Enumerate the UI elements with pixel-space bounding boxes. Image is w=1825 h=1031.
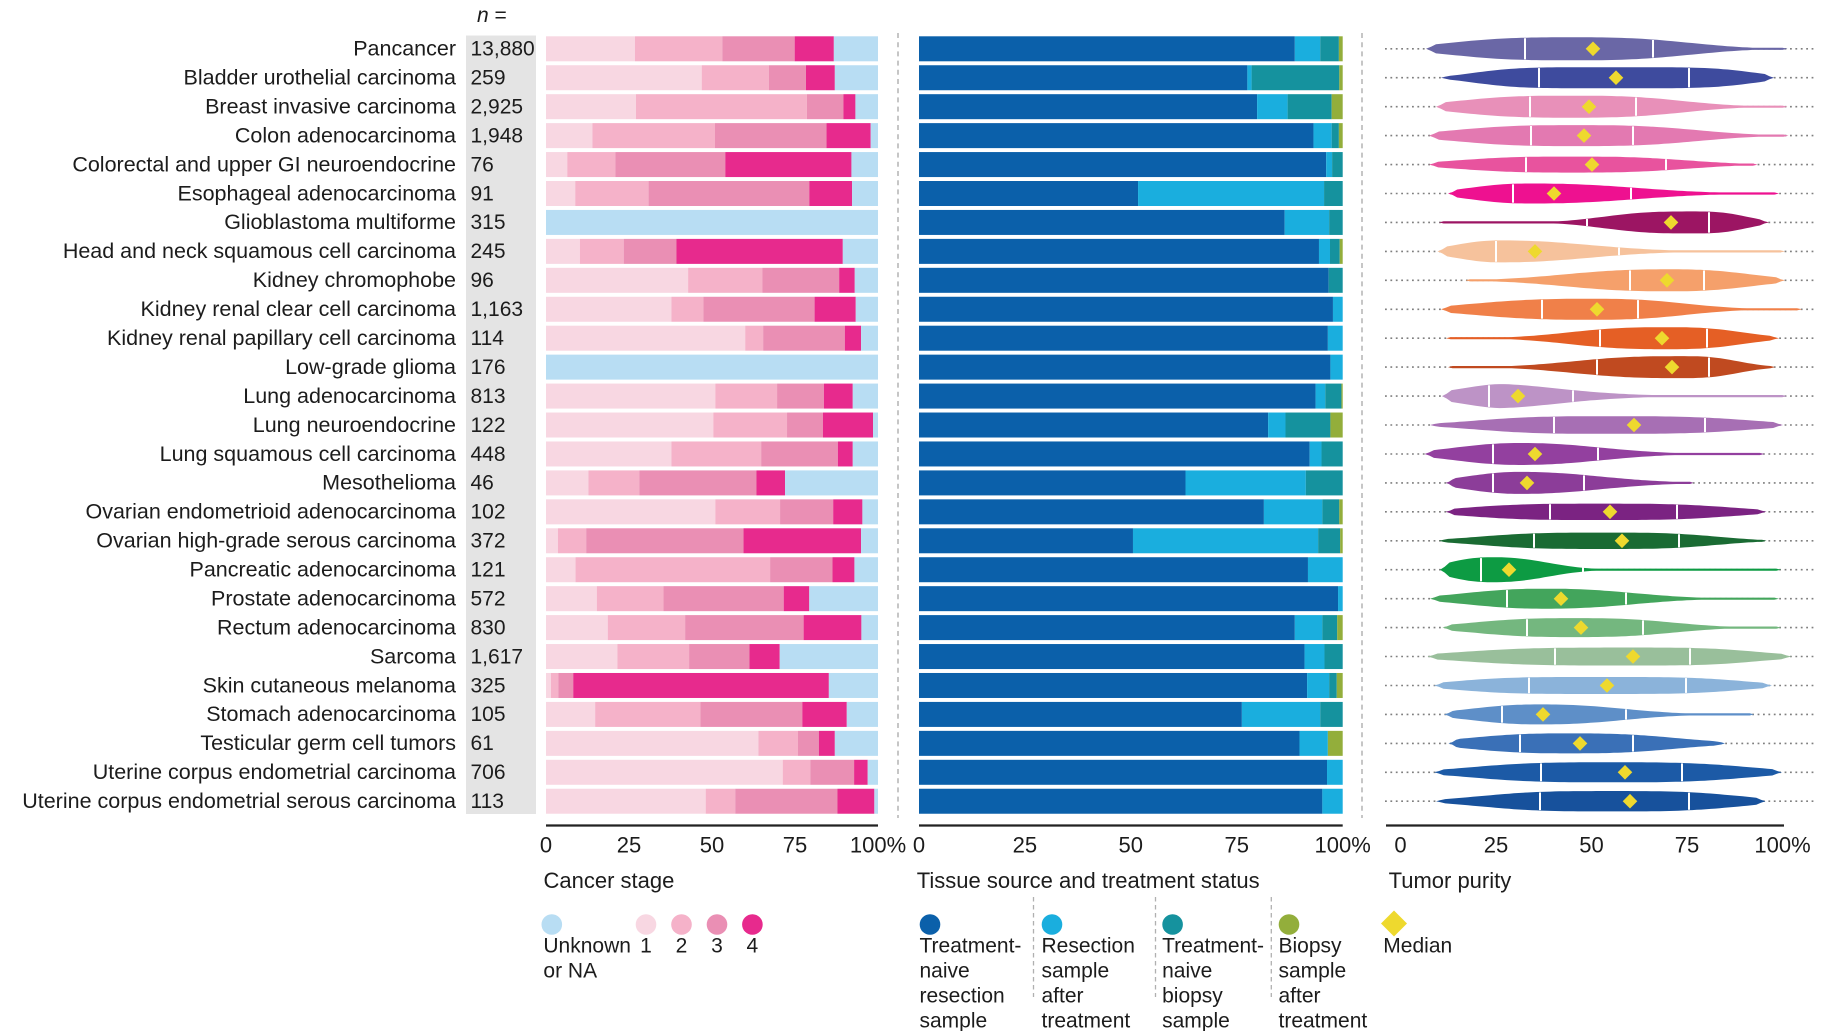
svg-text:Cancer stage: Cancer stage [544, 868, 675, 893]
svg-text:Testicular germ cell tumors: Testicular germ cell tumors [200, 731, 456, 755]
svg-text:Unknown: Unknown [543, 934, 631, 957]
svg-text:25: 25 [1484, 833, 1508, 858]
svg-text:Ovarian high-grade serous carc: Ovarian high-grade serous carcinoma [96, 529, 456, 553]
svg-text:Bladder urothelial carcinoma: Bladder urothelial carcinoma [184, 66, 457, 90]
svg-text:259: 259 [471, 67, 506, 90]
svg-text:Uterine corpus endometrial car: Uterine corpus endometrial carcinoma [93, 760, 456, 784]
svg-text:Resection: Resection [1042, 934, 1135, 957]
svg-text:61: 61 [471, 732, 494, 755]
svg-text:315: 315 [471, 211, 506, 234]
svg-text:830: 830 [471, 616, 506, 639]
svg-text:706: 706 [471, 761, 506, 784]
svg-text:sample: sample [1279, 959, 1347, 982]
svg-text:Colorectal and upper GI neuroe: Colorectal and upper GI neuroendocrine [72, 152, 456, 176]
svg-text:372: 372 [471, 530, 506, 553]
svg-text:Ovarian endometrioid adenocarc: Ovarian endometrioid adenocarcinoma [86, 500, 457, 524]
svg-text:105: 105 [471, 703, 506, 726]
svg-text:1: 1 [640, 934, 652, 957]
svg-text:Esophageal adenocarcinoma: Esophageal adenocarcinoma [177, 181, 456, 205]
svg-text:biopsy: biopsy [1162, 984, 1223, 1007]
svg-text:50: 50 [1119, 833, 1143, 858]
svg-text:100%: 100% [850, 833, 906, 858]
svg-text:resection: resection [920, 984, 1005, 1007]
svg-text:n =: n = [477, 4, 507, 27]
svg-text:Colon adenocarcinoma: Colon adenocarcinoma [235, 123, 456, 147]
svg-text:Uterine corpus endometrial ser: Uterine corpus endometrial serous carcin… [22, 789, 456, 813]
svg-text:after: after [1042, 984, 1084, 1007]
svg-text:46: 46 [471, 472, 494, 495]
svg-text:2: 2 [676, 934, 688, 957]
svg-text:3: 3 [711, 934, 723, 957]
svg-text:Low-grade glioma: Low-grade glioma [285, 355, 456, 379]
svg-text:13,880: 13,880 [471, 38, 535, 61]
svg-text:1,617: 1,617 [471, 645, 524, 668]
svg-text:114: 114 [471, 327, 505, 350]
svg-text:Kidney renal papillary cell ca: Kidney renal papillary cell carcinoma [107, 326, 456, 350]
svg-text:treatment: treatment [1279, 1009, 1368, 1031]
svg-text:naive: naive [920, 959, 970, 982]
svg-text:96: 96 [471, 269, 494, 292]
svg-text:325: 325 [471, 674, 506, 697]
svg-text:50: 50 [700, 833, 724, 858]
svg-text:113: 113 [471, 790, 504, 813]
svg-text:Lung adenocarcinoma: Lung adenocarcinoma [243, 384, 456, 408]
svg-text:75: 75 [1225, 833, 1249, 858]
svg-text:2,925: 2,925 [471, 96, 524, 119]
svg-text:245: 245 [471, 240, 506, 263]
svg-text:Lung neuroendocrine: Lung neuroendocrine [253, 413, 456, 437]
svg-text:102: 102 [471, 501, 506, 524]
svg-text:Rectum adenocarcinoma: Rectum adenocarcinoma [217, 615, 456, 639]
svg-text:Tumor purity: Tumor purity [1389, 868, 1512, 893]
svg-text:100%: 100% [1754, 833, 1810, 858]
svg-text:448: 448 [471, 443, 506, 466]
svg-text:Kidney renal clear cell carcin: Kidney renal clear cell carcinoma [141, 297, 457, 321]
svg-text:100%: 100% [1315, 833, 1371, 858]
svg-text:Glioblastoma multiforme: Glioblastoma multiforme [224, 210, 456, 234]
svg-text:naive: naive [1162, 959, 1212, 982]
svg-text:0: 0 [1394, 833, 1406, 858]
svg-text:Pancreatic adenocarcinoma: Pancreatic adenocarcinoma [189, 558, 456, 582]
svg-text:sample: sample [1042, 959, 1110, 982]
svg-text:Treatment-: Treatment- [920, 934, 1022, 957]
svg-text:50: 50 [1579, 833, 1603, 858]
svg-text:25: 25 [617, 833, 641, 858]
svg-text:813: 813 [471, 385, 506, 408]
svg-text:Stomach adenocarcinoma: Stomach adenocarcinoma [206, 702, 456, 726]
svg-text:4: 4 [747, 934, 759, 957]
svg-text:1,163: 1,163 [471, 298, 524, 321]
svg-text:572: 572 [471, 588, 506, 611]
svg-text:Pancancer: Pancancer [353, 37, 456, 61]
svg-text:Tissue source and treatment st: Tissue source and treatment status [917, 868, 1260, 893]
svg-text:91: 91 [471, 182, 494, 205]
svg-text:176: 176 [471, 356, 506, 379]
svg-text:122: 122 [471, 414, 506, 437]
svg-text:Head and neck squamous cell ca: Head and neck squamous cell carcinoma [63, 239, 456, 263]
svg-text:25: 25 [1013, 833, 1037, 858]
svg-text:Breast invasive carcinoma: Breast invasive carcinoma [205, 95, 456, 119]
svg-text:sample: sample [1162, 1009, 1230, 1031]
svg-text:after: after [1279, 984, 1321, 1007]
svg-text:Sarcoma: Sarcoma [370, 644, 456, 668]
svg-text:Skin cutaneous melanoma: Skin cutaneous melanoma [203, 673, 456, 697]
svg-text:1,948: 1,948 [471, 124, 524, 147]
svg-text:or NA: or NA [543, 959, 597, 982]
svg-text:Biopsy: Biopsy [1279, 934, 1343, 957]
svg-text:0: 0 [913, 833, 925, 858]
svg-text:75: 75 [1675, 833, 1699, 858]
svg-text:76: 76 [471, 153, 494, 176]
svg-text:0: 0 [540, 833, 552, 858]
svg-text:Treatment-: Treatment- [1162, 934, 1264, 957]
svg-text:Prostate adenocarcinoma: Prostate adenocarcinoma [211, 587, 456, 611]
svg-text:Kidney chromophobe: Kidney chromophobe [253, 268, 456, 292]
svg-text:121: 121 [471, 559, 506, 582]
svg-text:treatment: treatment [1042, 1009, 1131, 1031]
svg-text:sample: sample [920, 1009, 988, 1031]
svg-text:Median: Median [1383, 934, 1452, 957]
svg-text:Mesothelioma: Mesothelioma [322, 471, 456, 495]
svg-text:Lung squamous cell carcinoma: Lung squamous cell carcinoma [160, 442, 456, 466]
svg-text:75: 75 [783, 833, 807, 858]
